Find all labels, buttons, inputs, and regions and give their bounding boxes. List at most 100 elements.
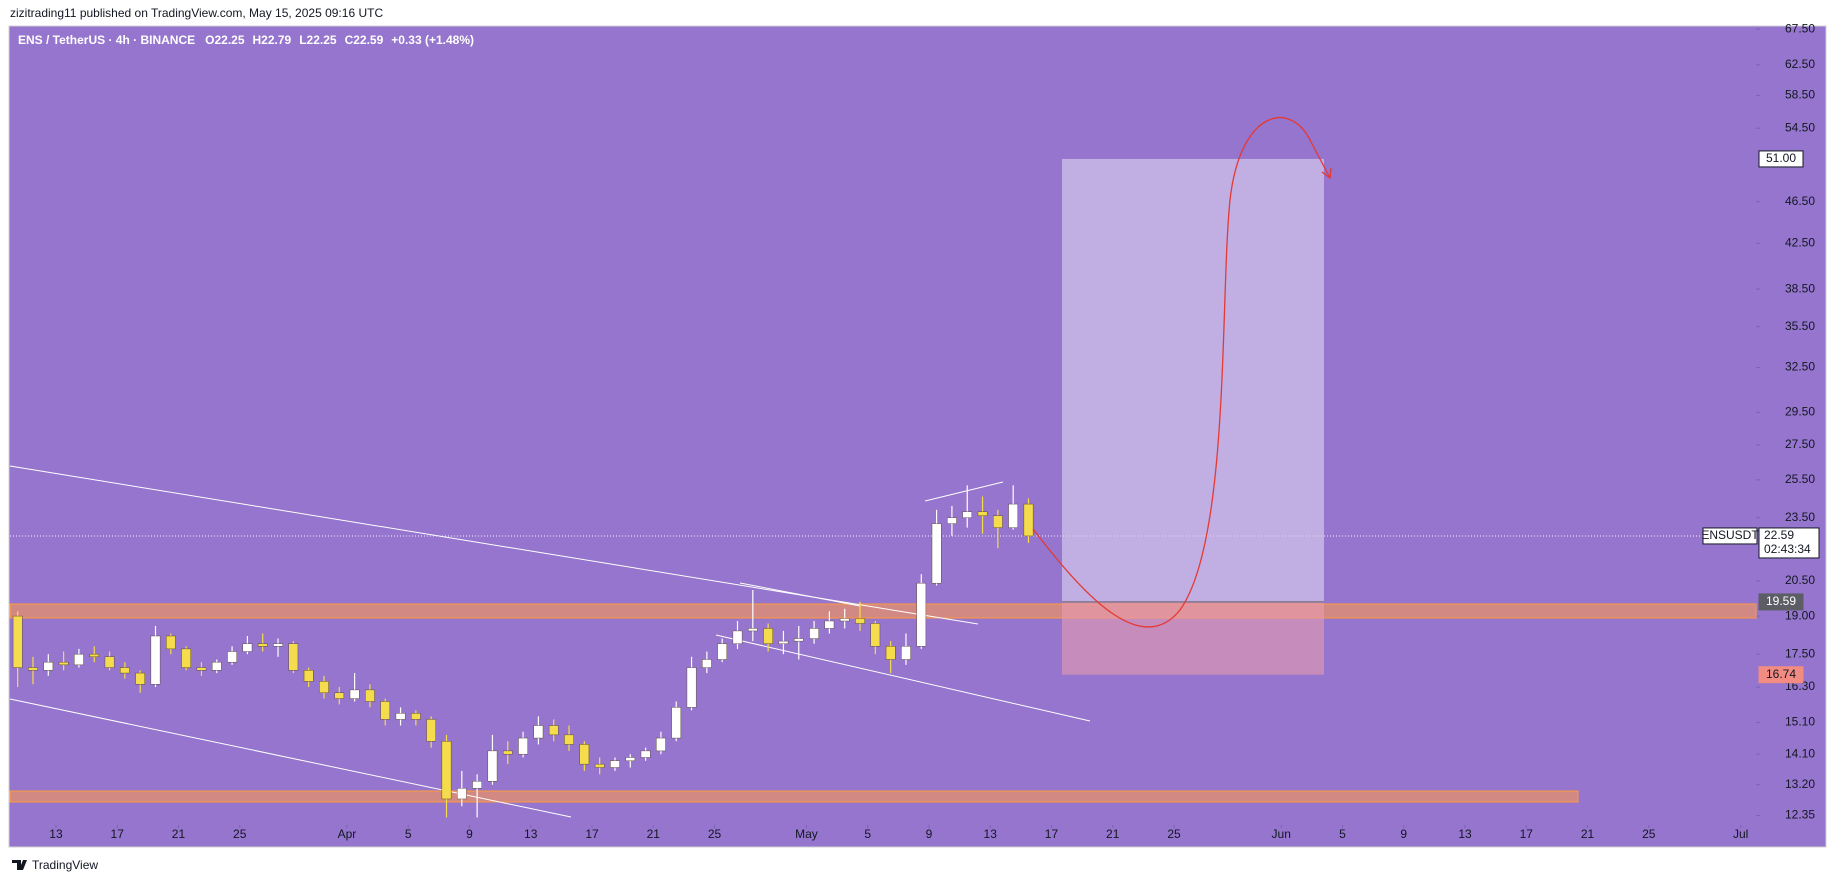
candle-body — [227, 651, 237, 663]
y-tick-label: 15.10 — [1785, 715, 1815, 729]
y-tick-label: 27.50 — [1785, 437, 1815, 451]
candle-body — [411, 713, 421, 720]
candle-body — [58, 661, 69, 666]
x-tick-label: 25 — [1167, 827, 1181, 841]
x-tick-label: 25 — [1642, 827, 1656, 841]
candle-body — [993, 515, 1003, 528]
resistance-zone — [9, 603, 1757, 619]
x-tick-label: 21 — [1106, 827, 1120, 841]
candle-body — [931, 523, 942, 584]
candle-body — [380, 701, 391, 720]
ohlc-value: +0.33 (+1.48%) — [391, 33, 474, 47]
y-tick-label: 17.50 — [1785, 646, 1815, 660]
chart-panel — [8, 25, 1827, 848]
candle-body — [778, 640, 789, 644]
candle-body — [457, 788, 467, 800]
countdown: 02:43:34 — [1764, 542, 1811, 556]
x-tick-label: 25 — [233, 827, 247, 841]
candle-body — [426, 719, 436, 742]
candle-body — [395, 713, 406, 720]
last-price-label: 22.59 — [1764, 528, 1794, 542]
position-tool — [1062, 158, 1324, 675]
last-price-box — [1758, 527, 1820, 559]
y-tick-label: 20.50 — [1785, 573, 1815, 587]
logo — [12, 860, 27, 870]
candle-body — [763, 628, 773, 644]
candle-body — [717, 643, 727, 660]
price-label: 51.00 — [1766, 151, 1796, 165]
grid — [10, 28, 1760, 828]
x-tick-label: Apr — [338, 827, 357, 841]
y-tick-label: 58.50 — [1785, 88, 1815, 102]
candle-body — [150, 635, 161, 685]
candle-body — [977, 511, 988, 516]
candle-body — [319, 681, 329, 693]
symbol-label: ENSUSDT — [1701, 528, 1759, 542]
y-tick-label: 32.50 — [1785, 360, 1815, 374]
x-tick-label: 5 — [864, 827, 871, 841]
x-tick-label: 9 — [1400, 827, 1407, 841]
support-zone — [9, 790, 1579, 803]
candle-body — [533, 725, 544, 739]
candle-body — [502, 750, 513, 755]
candle-body — [104, 656, 115, 668]
ohlc-value: O22.25 — [205, 33, 245, 47]
candle-body — [824, 620, 835, 629]
y-tick-label: 14.10 — [1785, 746, 1815, 760]
candle-body — [748, 628, 758, 632]
candle-body — [74, 653, 84, 666]
symbol-box — [1702, 527, 1758, 545]
x-tick-label: 17 — [111, 827, 125, 841]
x-tick-label: Jul — [1733, 827, 1748, 841]
ohlc-value: L22.25 — [299, 33, 337, 47]
y-tick-label: 13.20 — [1785, 777, 1815, 791]
x-tick-label: 17 — [585, 827, 599, 841]
candle-body — [288, 643, 299, 671]
trend-line — [715, 634, 1091, 722]
candle-body — [548, 725, 559, 736]
candle-body — [472, 781, 482, 789]
candle-body — [702, 659, 712, 668]
y-tick-label: 54.50 — [1785, 120, 1815, 134]
candle-body — [273, 643, 283, 647]
price-label-box — [1758, 150, 1804, 168]
x-tick-label: 21 — [647, 827, 661, 841]
x-tick-label: 13 — [1458, 827, 1472, 841]
candle-body — [671, 707, 682, 739]
ohlc-value: C22.59 — [345, 33, 384, 47]
candle-body — [579, 744, 590, 765]
y-tick-label: 42.50 — [1785, 236, 1815, 250]
price-axis: 67.50 62.50 58.50 54.50 46.50 42.50 38.50 35.50… — [49, 21, 1820, 841]
candle-body — [656, 737, 666, 752]
x-tick-label: 25 — [708, 827, 722, 841]
candle-body — [640, 750, 651, 758]
footer: TradingView — [12, 858, 98, 872]
trend-line — [739, 582, 861, 607]
candle-body — [793, 638, 804, 642]
candle-body — [43, 661, 54, 671]
projection-arrow — [1032, 116, 1332, 628]
brand: TradingView — [32, 858, 98, 872]
candle-body — [610, 760, 620, 768]
x-tick-label: 21 — [1581, 827, 1595, 841]
x-tick-label: 17 — [1045, 827, 1059, 841]
price-label-box — [1758, 593, 1804, 611]
candle-body — [12, 615, 23, 668]
candle-body — [518, 737, 528, 755]
candle-body — [1023, 503, 1034, 537]
y-tick-label: 38.50 — [1785, 281, 1815, 295]
candle-body — [732, 630, 743, 644]
candle-body — [196, 667, 207, 671]
candles — [12, 485, 1034, 818]
y-tick-label: 19.00 — [1785, 608, 1815, 622]
x-tick-label: Jun — [1272, 827, 1291, 841]
y-tick-label: 46.50 — [1785, 194, 1815, 208]
x-tick-label: 9 — [926, 827, 933, 841]
candle-body — [257, 643, 268, 647]
y-tick-label: 67.50 — [1785, 21, 1815, 35]
candle-body — [89, 653, 100, 658]
candle-body — [564, 734, 574, 745]
candle-body — [365, 689, 375, 702]
